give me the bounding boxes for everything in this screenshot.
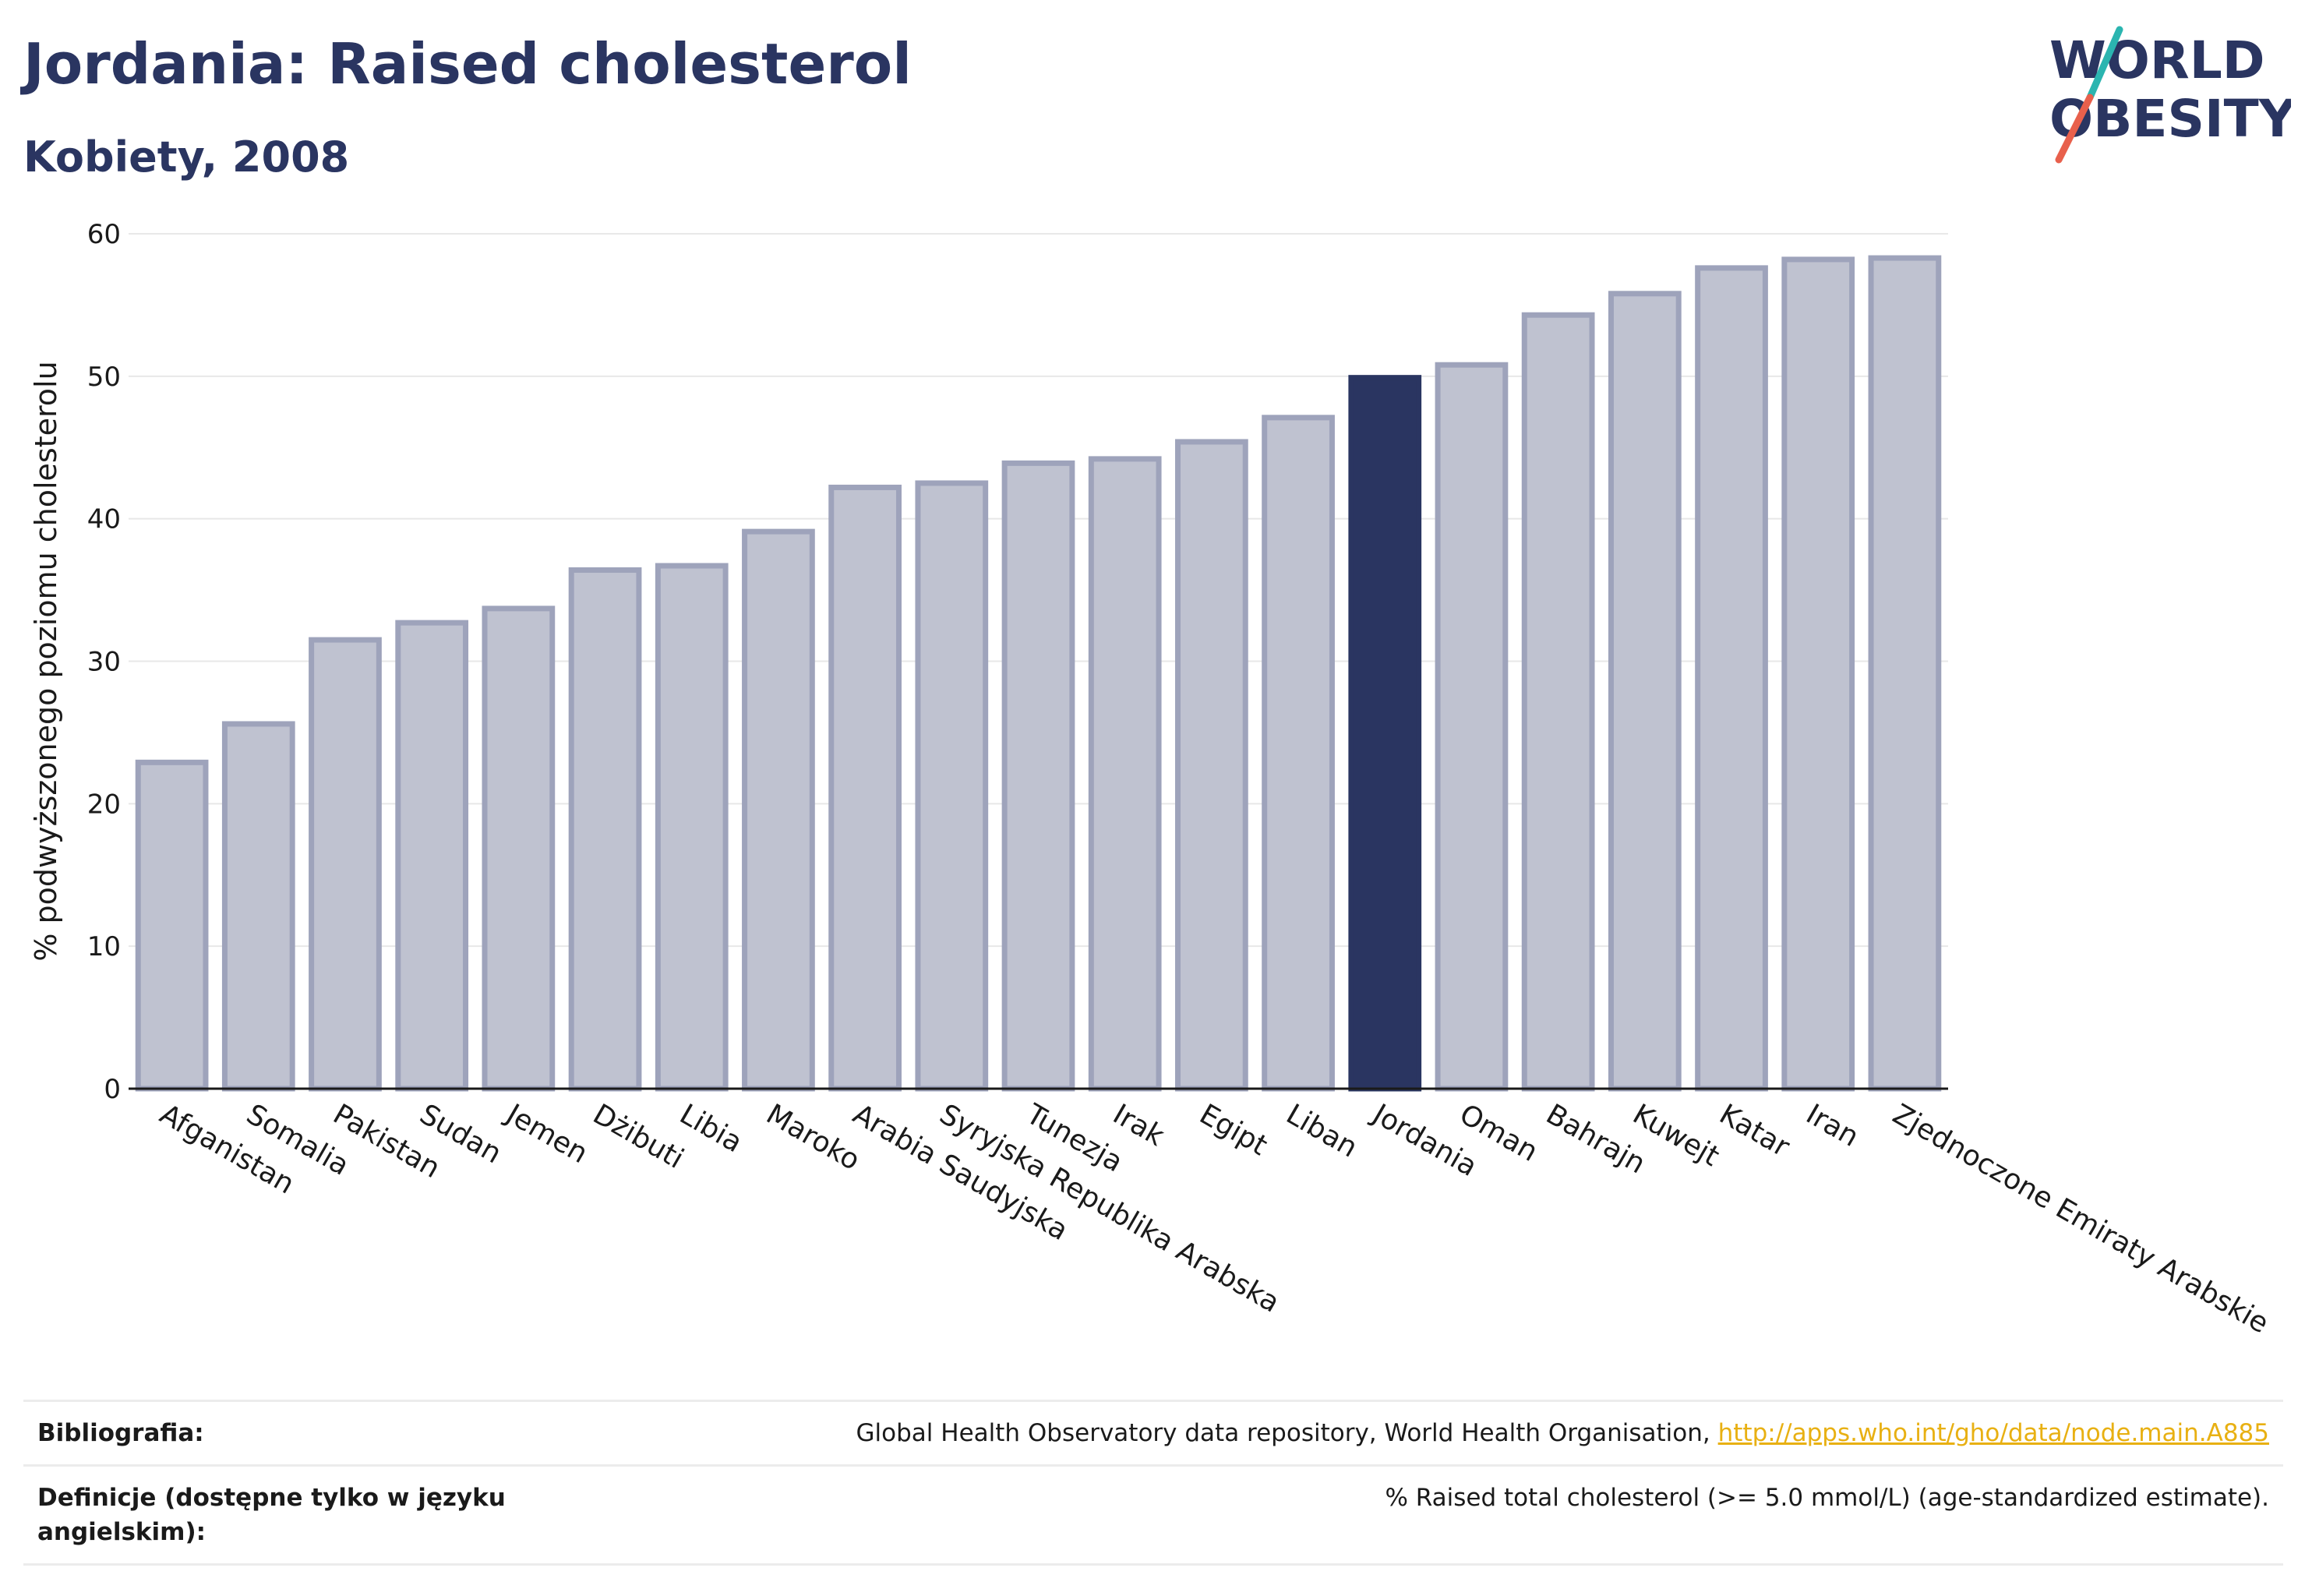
page-subtitle: Kobiety, 2008	[23, 132, 350, 182]
bar	[915, 480, 989, 1092]
definition-label: Definicje (dostępne tylko w języku angie…	[37, 1484, 506, 1546]
logo-coral-slash	[2055, 94, 2094, 164]
y-tick-label: 40	[87, 504, 121, 535]
logo-line1: WORLD	[2049, 30, 2265, 90]
bar	[482, 606, 556, 1092]
bar	[655, 563, 729, 1092]
bar	[309, 637, 382, 1092]
x-tick-label: Maroko	[761, 1098, 865, 1177]
bar-highlighted	[1348, 375, 1422, 1092]
bar	[1175, 439, 1248, 1092]
bar	[1001, 460, 1075, 1092]
definition-row: Definicje (dostępne tylko w języku angie…	[23, 1464, 2283, 1566]
bars	[135, 255, 1942, 1092]
bar	[221, 721, 295, 1092]
x-tick-label: Bahrajn	[1541, 1098, 1650, 1180]
bar	[1435, 362, 1509, 1092]
x-tick-label: Jemen	[499, 1097, 593, 1170]
x-tick-label: Katar	[1714, 1098, 1795, 1163]
bar-chart: 0 10 20 30 40 50 60 AfganistanSomaliaPakistanS…	[29, 219, 2274, 1340]
x-tick-label: Liban	[1281, 1098, 1363, 1163]
bibliography-row: Bibliografia: Global Health Observatory …	[23, 1400, 2283, 1464]
bibliography-link[interactable]: http://apps.who.int/gho/data/node.main.A…	[1717, 1419, 2269, 1447]
bibliography-value: Global Health Observatory data repositor…	[856, 1416, 2269, 1450]
category-labels: AfganistanSomaliaPakistanSudanJemenDżibu…	[154, 1097, 2274, 1340]
bibliography-text: Global Health Observatory data repositor…	[856, 1419, 1710, 1447]
y-tick-label: 50	[87, 362, 121, 393]
x-tick-label: Iran	[1801, 1098, 1864, 1153]
logo-teal-slash	[2086, 26, 2123, 101]
y-tick-label: 60	[87, 219, 121, 250]
bar	[1781, 256, 1855, 1092]
bibliography-label: Bibliografia:	[37, 1419, 204, 1447]
bar	[742, 528, 815, 1092]
bar	[1608, 291, 1682, 1092]
bar	[1695, 265, 1768, 1092]
y-tick-label: 30	[87, 647, 121, 678]
y-tick-label: 10	[87, 931, 121, 962]
x-tick-label: Dżibuti	[588, 1098, 689, 1175]
bar	[135, 759, 209, 1092]
bar	[828, 484, 902, 1092]
axes: 0 10 20 30 40 50 60	[87, 219, 1948, 1105]
world-obesity-logo: WORLD OBESITY	[2049, 26, 2291, 164]
bar	[1262, 415, 1335, 1092]
y-tick-label: 20	[87, 789, 121, 820]
bar	[568, 567, 642, 1092]
x-tick-label: Egipt	[1194, 1098, 1273, 1162]
x-tick-label: Zjednoczone Emiraty Arabskie	[1887, 1098, 2274, 1340]
bar	[1521, 312, 1595, 1092]
y-axis-label: % podwyższonego poziomu cholesterolu	[29, 361, 63, 961]
bar	[395, 620, 469, 1092]
bar	[1088, 456, 1162, 1092]
bar	[1868, 255, 1942, 1092]
page-title: Jordania: Raised cholesterol	[23, 31, 912, 97]
y-tick-label: 0	[104, 1074, 121, 1105]
definition-value: % Raised total cholesterol (>= 5.0 mmol/…	[1385, 1484, 2269, 1512]
